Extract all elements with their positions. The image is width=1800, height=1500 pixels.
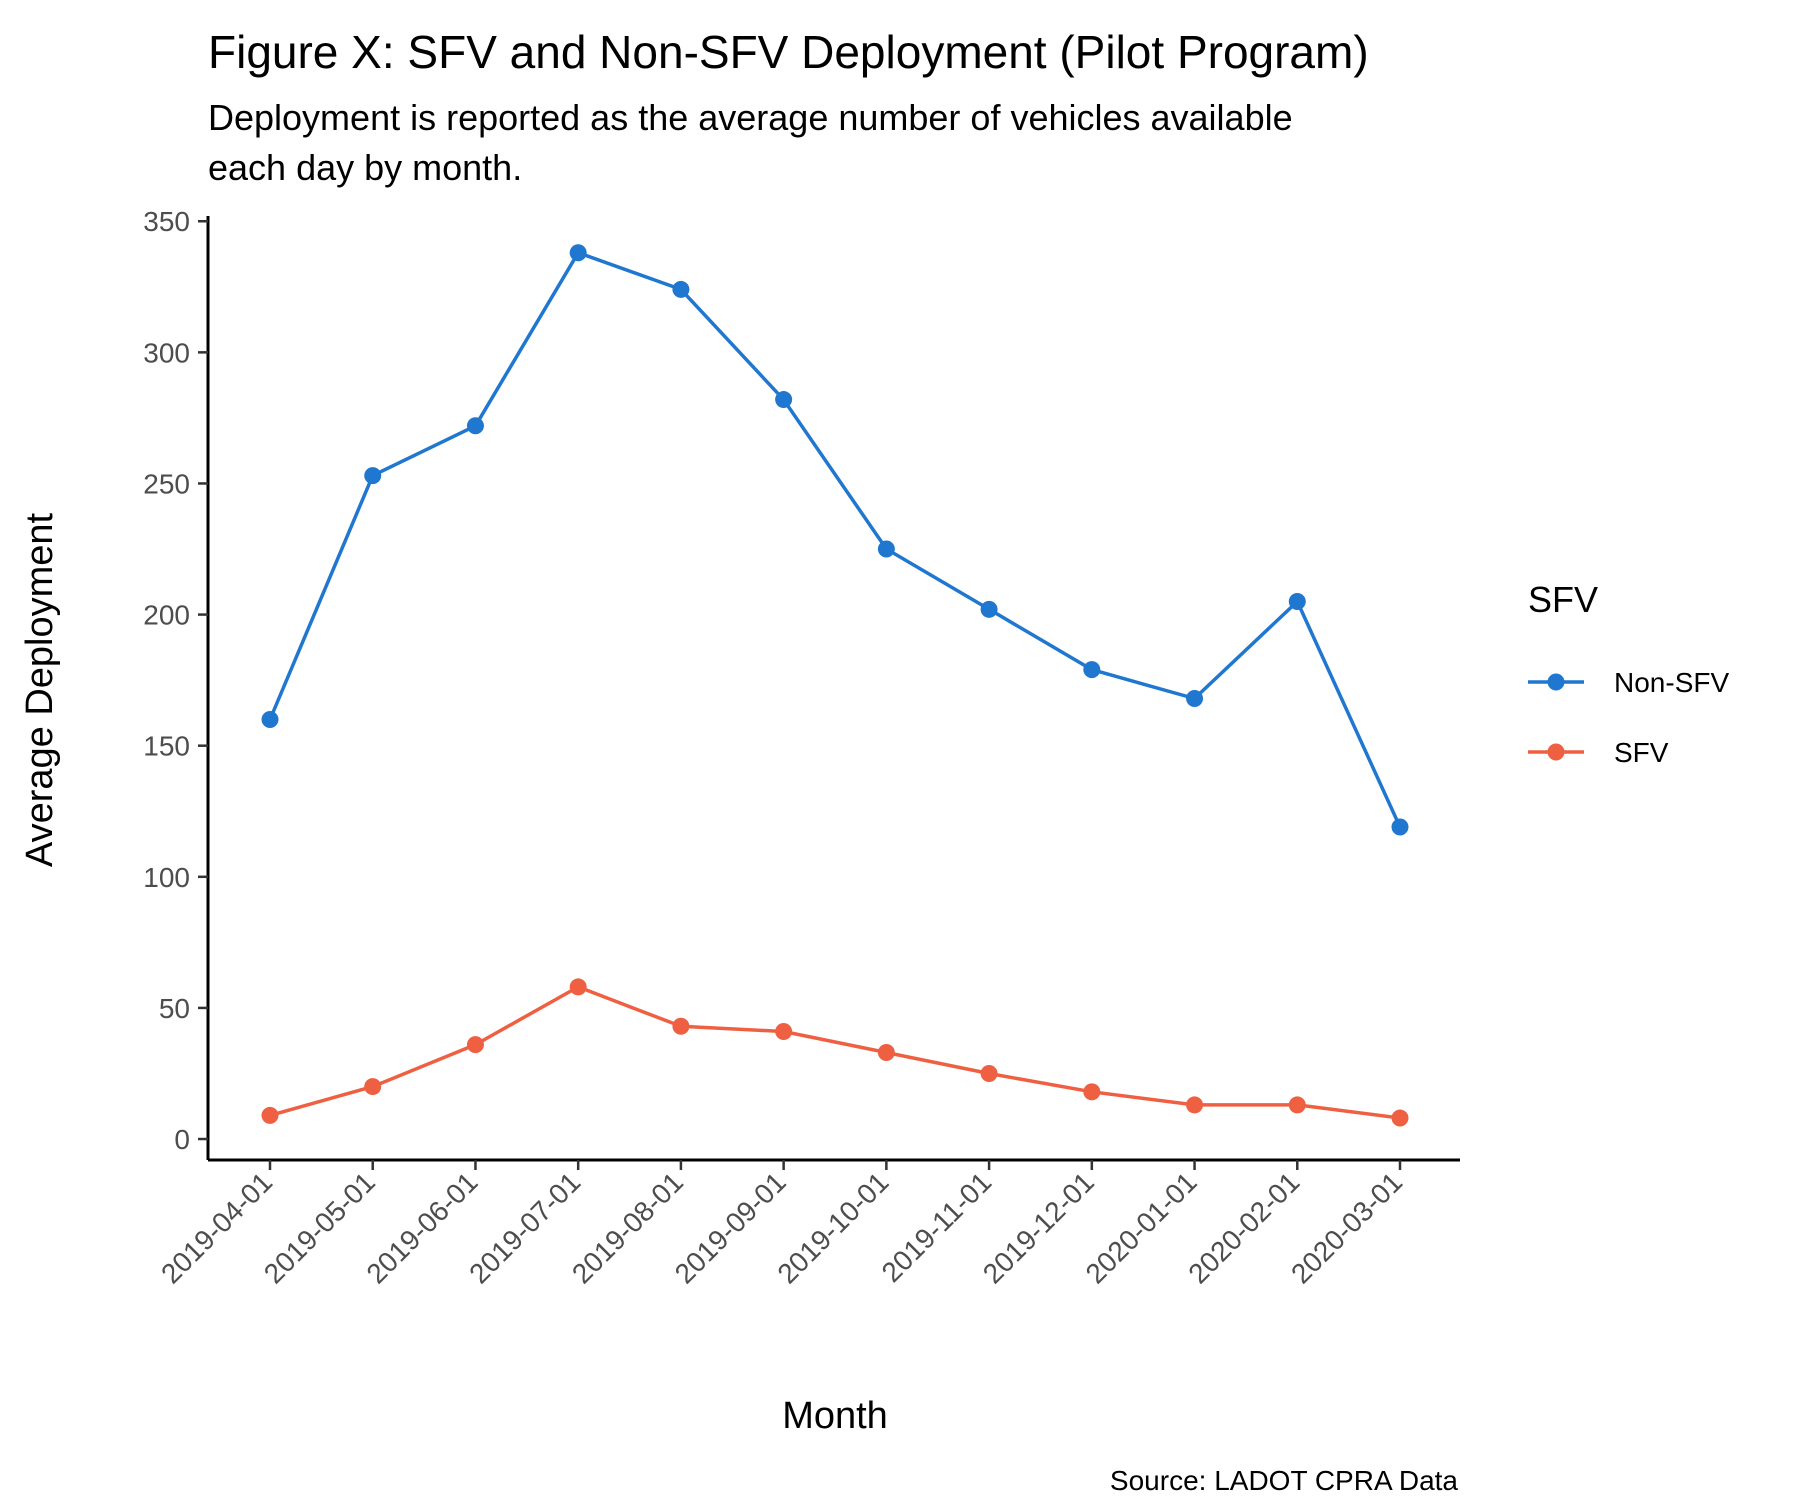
legend-key-point-non-sfv: [1547, 673, 1565, 691]
legend-label-non-sfv: Non-SFV: [1614, 667, 1729, 698]
data-point-sfv: [877, 1043, 895, 1061]
chart-subtitle-line-1: Deployment is reported as the average nu…: [208, 97, 1293, 138]
x-tick-label: 2019-12-01: [977, 1166, 1100, 1289]
data-point-non-sfv: [672, 280, 690, 298]
data-point-non-sfv: [980, 600, 998, 618]
data-point-sfv: [1288, 1096, 1306, 1114]
x-tick-label: 2019-05-01: [258, 1166, 381, 1289]
data-point-sfv: [569, 978, 587, 996]
data-point-sfv: [672, 1017, 690, 1035]
x-axis-title: Month: [782, 1395, 888, 1437]
data-point-non-sfv: [877, 540, 895, 558]
x-tick-label: 2020-03-01: [1285, 1166, 1408, 1289]
legend: SFV Non-SFV SFV: [1528, 579, 1729, 768]
x-tick-label: 2019-06-01: [360, 1166, 483, 1289]
data-point-non-sfv: [466, 417, 484, 435]
series-line-non-sfv: [268, 250, 1402, 828]
plot-area: 0 50 100 150 200 250 300 350 2019-04-012019-05-0…: [143, 206, 1460, 1290]
y-tick-label: 100: [143, 862, 190, 893]
chart-caption: Source: LADOT CPRA Data: [1110, 1465, 1459, 1496]
legend-label-sfv: SFV: [1614, 737, 1669, 768]
data-point-sfv: [364, 1078, 382, 1096]
y-tick-label: 0: [174, 1124, 190, 1155]
data-point-sfv: [261, 1106, 279, 1124]
x-tick-label: 2019-08-01: [566, 1166, 689, 1289]
y-axis-title: Average Deployment: [19, 512, 61, 867]
x-tick-label: 2020-02-01: [1182, 1166, 1305, 1289]
x-tick-label: 2019-10-01: [771, 1166, 894, 1289]
data-point-non-sfv: [569, 244, 587, 262]
data-point-sfv: [466, 1036, 484, 1054]
data-point-sfv: [1186, 1096, 1204, 1114]
x-tick-label: 2019-04-01: [155, 1166, 278, 1289]
data-point-sfv: [1083, 1083, 1101, 1101]
legend-title: SFV: [1528, 579, 1598, 620]
y-tick-label: 350: [143, 206, 190, 237]
legend-key-point-sfv: [1547, 743, 1565, 761]
chart-title: Figure X: SFV and Non-SFV Deployment (Pi…: [208, 26, 1369, 78]
y-tick-label: 150: [143, 731, 190, 762]
data-point-non-sfv: [364, 467, 382, 485]
x-tick-label: 2019-07-01: [463, 1166, 586, 1289]
data-point-non-sfv: [1083, 661, 1101, 679]
chart-subtitle-line-2: each day by month.: [208, 147, 522, 188]
data-point-non-sfv: [1186, 689, 1204, 707]
x-tick-label: 2020-01-01: [1080, 1166, 1203, 1289]
y-tick-label: 250: [143, 468, 190, 499]
data-point-sfv: [775, 1023, 793, 1041]
series-line-sfv: [269, 985, 1401, 1120]
y-tick-label: 300: [143, 337, 190, 368]
data-point-sfv: [980, 1064, 998, 1082]
y-tick-label: 200: [143, 600, 190, 631]
data-point-non-sfv: [775, 391, 793, 409]
x-tick-label: 2019-09-01: [669, 1166, 792, 1289]
data-point-non-sfv: [1391, 818, 1409, 836]
data-point-sfv: [1391, 1109, 1409, 1127]
y-tick-label: 50: [159, 993, 190, 1024]
data-point-non-sfv: [1288, 592, 1306, 610]
data-point-non-sfv: [261, 710, 279, 728]
